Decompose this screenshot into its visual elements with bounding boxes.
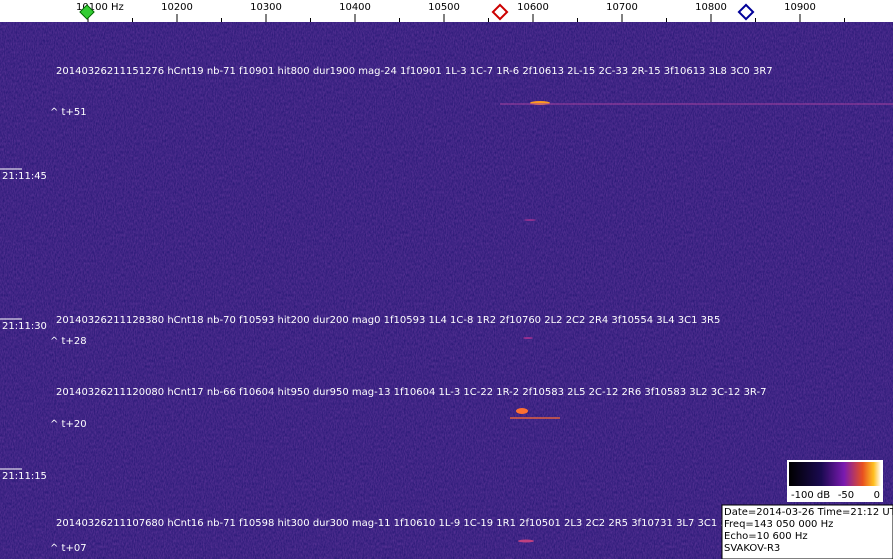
markers (79, 3, 755, 21)
frequency-ruler: 10100 Hz 10200 10300 10400 10500 10600 10700 10… (76, 2, 845, 22)
ruler-label: 10400 (339, 2, 371, 13)
info-line: SVAKOV-R3 (724, 543, 780, 554)
ruler-label: 10600 (517, 2, 549, 13)
info-line: Freq=143 050 000 Hz (724, 519, 833, 530)
event-line: 20140326211120080 hCnt17 nb-66 f10604 hi… (56, 387, 766, 398)
colorbar-label: 0 (874, 490, 880, 501)
event-offset: ^ t+20 (50, 419, 87, 430)
event-offset: ^ t+07 (50, 543, 87, 554)
colorbar-label: -50 (838, 490, 854, 501)
colorbar-label: -100 dB (791, 490, 830, 501)
info-line: Echo=10 600 Hz (724, 531, 808, 542)
event-line: 20140326211107680 hCnt16 nb-71 f10598 hi… (56, 518, 740, 529)
ruler-label: 10100 Hz (76, 2, 124, 13)
ruler-label: 10300 (250, 2, 282, 13)
events: 20140326211151276 hCnt19 nb-71 f10901 hi… (50, 66, 773, 554)
ruler-label: 10200 (161, 2, 193, 13)
time-labels: 21:11:45 21:11:30 21:11:15 (0, 168, 47, 482)
time-label: 21:11:30 (2, 321, 47, 332)
info-line: Date=2014-03-26 Time=21:12 UTC (724, 507, 893, 518)
echoes (500, 101, 893, 543)
ruler-label: 10500 (428, 2, 460, 13)
ruler-label: 10700 (606, 2, 638, 13)
ruler-label: 10900 (784, 2, 816, 13)
colorbar: -100 dB -50 0 (787, 460, 883, 502)
event-offset: ^ t+28 (50, 336, 87, 347)
event-line: 20140326211128380 hCnt18 nb-70 f10593 hi… (56, 315, 720, 326)
event-line: 20140326211151276 hCnt19 nb-71 f10901 hi… (56, 66, 773, 77)
time-label: 21:11:15 (2, 471, 47, 482)
event-offset: ^ t+51 (50, 107, 87, 118)
waterfall-noise (0, 22, 893, 559)
ruler-bg (0, 0, 893, 22)
ruler-label: 10800 (695, 2, 727, 13)
time-label: 21:11:45 (2, 171, 47, 182)
